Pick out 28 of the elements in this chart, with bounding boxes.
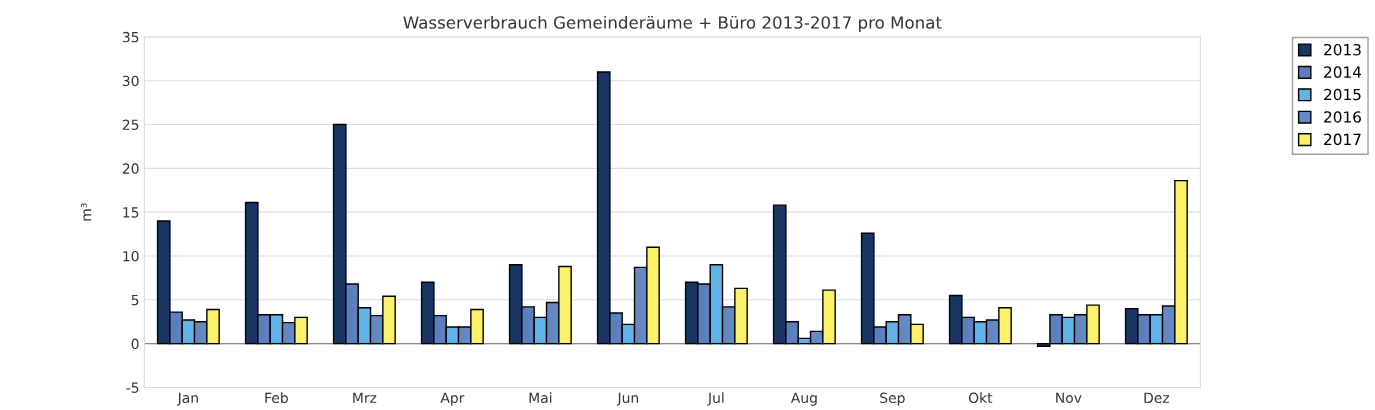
x-tick-label: Apr — [440, 392, 465, 406]
y-tick-label: 35 — [122, 31, 139, 43]
y-axis-title: m³ — [80, 203, 92, 221]
x-tick-label: Jun — [616, 392, 639, 406]
x-tick-label: Feb — [265, 392, 288, 404]
x-tick-label: Mrz — [353, 392, 377, 403]
x-tick-label: Mai — [529, 392, 552, 404]
y-tick-label: 25 — [122, 119, 139, 131]
legend-label: 2016 — [1324, 111, 1361, 123]
y-tick-label: 20 — [122, 163, 139, 174]
y-tick-label: 0 — [131, 338, 139, 350]
x-tick-label: Dez — [1144, 392, 1170, 404]
x-tick-label: Okt — [968, 392, 993, 404]
legend-label: 2015 — [1324, 88, 1361, 101]
x-tick-label: Sep — [880, 392, 905, 406]
legend-label: 2014 — [1324, 66, 1362, 78]
x-tick-label: Jan — [176, 392, 198, 406]
legend-label: 2017 — [1324, 133, 1361, 146]
x-tick-label: Jul — [707, 392, 724, 406]
y-tick-label: 30 — [122, 75, 139, 87]
x-tick-label: Aug — [790, 392, 817, 406]
y-tick-label: 10 — [123, 250, 139, 262]
y-tick-label: 15 — [123, 207, 139, 218]
y-tick-label: 5 — [131, 294, 139, 306]
legend-label: 2013 — [1324, 43, 1361, 56]
y-tick-label: -5 — [126, 382, 139, 393]
chart-title: Wasserverbrauch Gemeinderäume + Büro 2013-2017 pro Monat — [403, 15, 942, 33]
x-tick-label: Nov — [1056, 392, 1082, 404]
